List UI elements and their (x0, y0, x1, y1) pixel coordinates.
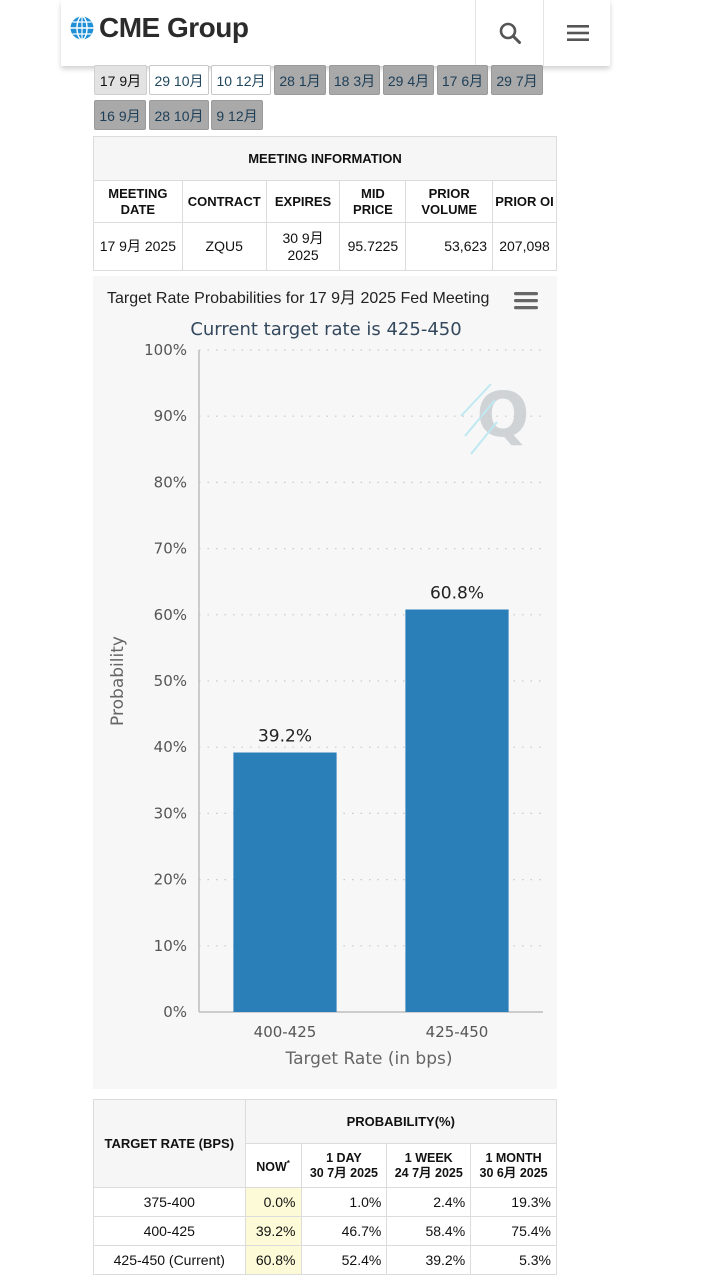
bar-425-450[interactable] (405, 609, 509, 1012)
meeting-info-table: MEETING INFORMATION MEETING DATE CONTRAC… (93, 136, 557, 271)
table-row: 17 9月 2025 ZQU5 30 9月 2025 95.7225 53,62… (93, 222, 557, 271)
globe-icon (70, 15, 94, 41)
chart-menu-icon[interactable] (514, 292, 538, 310)
tab-meeting-3[interactable]: 10 12月 (211, 65, 271, 95)
col-now: NOW* (244, 1143, 302, 1188)
hamburger-menu-icon (566, 25, 589, 41)
cell-1-month: 19.3% (470, 1187, 557, 1217)
tab-meeting-8[interactable]: 29 7月 (491, 65, 543, 95)
y-axis-ticks: 0% 10% 20% 30% 40% 50% 60% 70% 80% 90% 100% (144, 341, 187, 1021)
chart-subtitle: Current target rate is 425-450 (190, 319, 461, 340)
cell-now: 39.2% (244, 1216, 302, 1246)
cell-1-month: 75.4% (470, 1216, 557, 1246)
tab-meeting-11[interactable]: 9 12月 (211, 100, 263, 130)
y-tick-label: 80% (154, 473, 187, 491)
y-axis-label: Probability (108, 636, 128, 726)
tab-meeting-7[interactable]: 17 6月 (437, 65, 488, 95)
cell-contract: ZQU5 (181, 222, 267, 271)
col-contract: CONTRACT (181, 180, 267, 223)
cell-1-day: 52.4% (300, 1245, 388, 1275)
bar-data-label: 39.2% (258, 726, 312, 746)
meeting-info-caption: MEETING INFORMATION (93, 136, 557, 181)
y-tick-label: 10% (154, 937, 187, 955)
bar-400-425[interactable] (233, 752, 337, 1012)
search-button[interactable] (475, 0, 543, 66)
y-tick-label: 70% (154, 540, 187, 558)
probability-header: PROBABILITY(%) (244, 1099, 558, 1144)
cell-now: 0.0% (244, 1187, 302, 1217)
col-mid-price: MID PRICE (339, 180, 407, 223)
tab-meeting-2[interactable]: 29 10月 (149, 65, 209, 95)
menu-button[interactable] (543, 0, 611, 66)
col-1-month: 1 MONTH 30 6月 2025 (470, 1143, 557, 1188)
cell-prior-oi: 207,098 (492, 222, 557, 271)
cell-prior-volume: 53,623 (405, 222, 494, 271)
cell-meeting-date: 17 9月 2025 (93, 222, 183, 271)
tab-meeting-10[interactable]: 28 10月 (149, 100, 209, 130)
watermark-logo: Q (460, 378, 530, 455)
y-tick-label: 60% (154, 606, 187, 624)
tab-meeting-4[interactable]: 28 1月 (274, 65, 326, 95)
cell-1-day: 46.7% (300, 1216, 388, 1246)
logo-text: CME Group (99, 12, 249, 43)
cme-logo[interactable]: CME Group (69, 12, 249, 44)
y-tick-label: 90% (154, 407, 187, 425)
col-prior-oi: PRIOR OI (492, 180, 557, 223)
col-expires: EXPIRES (265, 180, 341, 223)
table-row: 375-400 0.0% 1.0% 2.4% 19.3% (93, 1187, 557, 1217)
tab-meeting-1[interactable]: 17 9月 (94, 65, 147, 95)
col-1-day: 1 DAY 30 7月 2025 (300, 1143, 388, 1188)
chart-title: Target Rate Probabilities for 17 9月 2025… (107, 290, 489, 307)
site-header: CME Group (61, 0, 610, 66)
probability-chart: Target Rate Probabilities for 17 9月 2025… (93, 276, 557, 1089)
tab-meeting-9[interactable]: 16 9月 (94, 100, 146, 130)
chart-svg: Target Rate Probabilities for 17 9月 2025… (107, 290, 543, 1069)
cell-mid-price: 95.7225 (339, 222, 407, 271)
cell-1-month: 5.3% (470, 1245, 557, 1275)
cell-now: 60.8% (244, 1245, 302, 1275)
svg-text:Q: Q (477, 378, 530, 451)
cell-expires: 30 9月 2025 (265, 222, 341, 271)
cell-1-week: 2.4% (386, 1187, 472, 1217)
y-tick-label: 30% (154, 804, 187, 822)
x-tick-label: 425-450 (426, 1023, 489, 1041)
cell-rate: 425-450 (Current) (93, 1245, 246, 1275)
bar-data-label: 60.8% (430, 584, 484, 604)
cell-rate: 375-400 (93, 1187, 246, 1217)
col-1-week: 1 WEEK 24 7月 2025 (386, 1143, 472, 1188)
probability-table: TARGET RATE (BPS) PROBABILITY(%) NOW* 1 … (93, 1099, 558, 1275)
x-axis-label: Target Rate (in bps) (285, 1049, 453, 1069)
tab-meeting-6[interactable]: 29 4月 (383, 65, 434, 95)
search-icon (499, 22, 521, 44)
cell-1-week: 58.4% (386, 1216, 472, 1246)
col-prior-volume: PRIOR VOLUME (405, 180, 494, 223)
cell-1-day: 1.0% (300, 1187, 388, 1217)
tab-meeting-5[interactable]: 18 3月 (329, 65, 380, 95)
chart-bars: 39.2% 400-425 60.8% 425-450 (233, 584, 509, 1041)
col-meeting-date: MEETING DATE (93, 180, 183, 223)
y-tick-label: 40% (154, 738, 187, 756)
cell-1-week: 39.2% (386, 1245, 472, 1275)
y-tick-label: 0% (163, 1003, 187, 1021)
y-tick-label: 50% (154, 672, 187, 690)
cell-rate: 400-425 (93, 1216, 246, 1246)
y-tick-label: 20% (154, 871, 187, 889)
table-row: 425-450 (Current) 60.8% 52.4% 39.2% 5.3% (93, 1245, 557, 1275)
x-tick-label: 400-425 (254, 1023, 317, 1041)
target-rate-header: TARGET RATE (BPS) (93, 1099, 246, 1188)
y-tick-label: 100% (144, 341, 187, 359)
table-row: 400-425 39.2% 46.7% 58.4% 75.4% (93, 1216, 557, 1246)
